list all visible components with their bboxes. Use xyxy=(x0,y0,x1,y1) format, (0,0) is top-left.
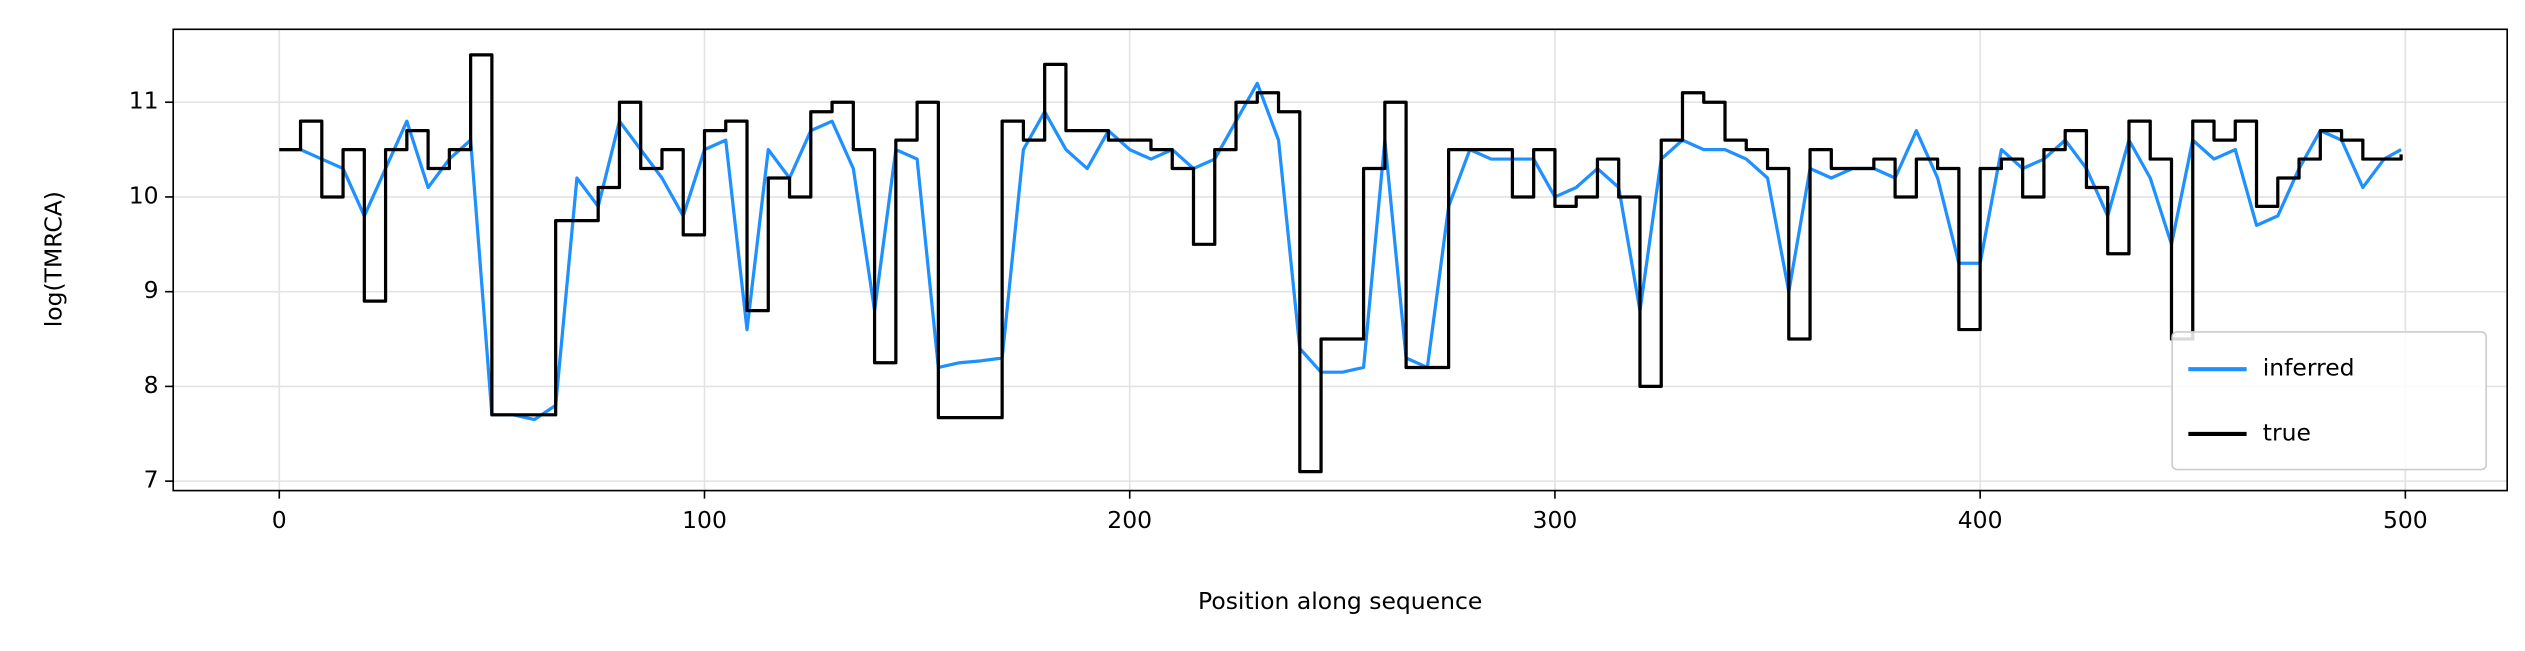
x-tick-label: 200 xyxy=(1107,506,1152,534)
x-tick-label: 300 xyxy=(1533,506,1578,534)
x-tick-label: 500 xyxy=(2383,506,2428,534)
x-tick-label: 100 xyxy=(682,506,727,534)
legend-label: inferred xyxy=(2263,354,2355,382)
y-axis-label: log(TMRCA) xyxy=(40,191,68,327)
legend-label: true xyxy=(2263,418,2311,446)
y-tick-label: 11 xyxy=(129,87,159,115)
x-tick-label: 400 xyxy=(1958,506,2003,534)
y-tick-label: 8 xyxy=(144,371,159,399)
series-line xyxy=(279,81,2402,422)
y-tick-label: 9 xyxy=(144,276,159,304)
x-axis-label: Position along sequence xyxy=(1198,587,1482,615)
x-tick-label: 0 xyxy=(272,506,287,534)
plot-frame xyxy=(172,28,2509,492)
legend-box xyxy=(2171,331,2487,471)
y-tick-label: 10 xyxy=(129,181,159,209)
y-tick-label: 7 xyxy=(144,466,159,494)
series-line xyxy=(279,53,2403,474)
